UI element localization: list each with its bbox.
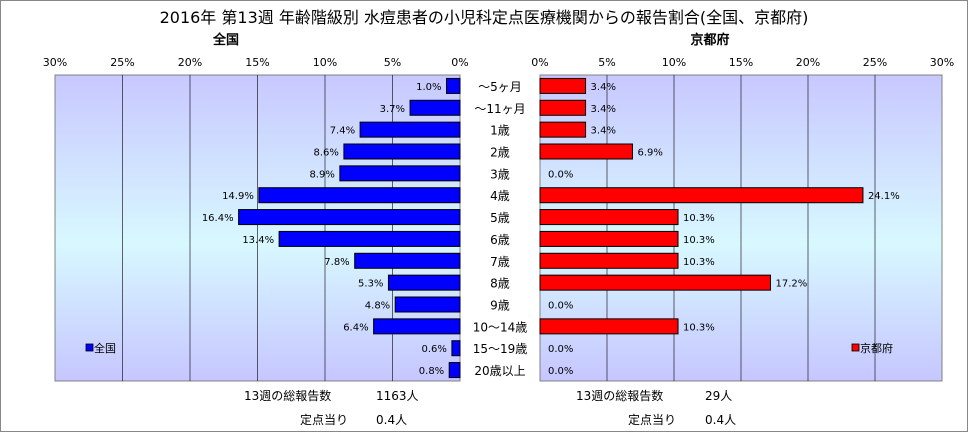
right-tick-label: 20% — [796, 56, 820, 69]
right-per-label: 定点当り — [628, 413, 677, 427]
left-value-label: 8.9% — [309, 169, 334, 180]
left-bar — [387, 274, 461, 291]
left-value-label: 1.0% — [416, 82, 441, 93]
right-value-label: 3.4% — [591, 126, 616, 137]
category-label: ～11ヶ月 — [474, 102, 525, 116]
left-bar — [394, 296, 461, 313]
right-bar — [539, 77, 587, 94]
left-tick-label: 0% — [451, 56, 468, 69]
category-label: 6歳 — [490, 233, 510, 247]
left-value-label: 8.6% — [313, 148, 338, 159]
category-label: 2歳 — [490, 146, 510, 160]
right-tick-label: 25% — [863, 56, 887, 69]
left-bar — [278, 230, 461, 247]
right-bar — [539, 230, 679, 247]
right-value-label: 0.0% — [548, 366, 573, 377]
left-subtitle: 全国 — [212, 32, 239, 48]
right-tick-label: 0% — [531, 56, 548, 69]
left-per-value: 0.4人 — [376, 413, 408, 427]
left-value-label: 0.6% — [421, 344, 446, 355]
left-bar — [409, 99, 461, 116]
right-per-value: 0.4人 — [705, 413, 737, 427]
left-total-label: 13週の総報告数 — [244, 389, 332, 403]
left-value-label: 7.8% — [324, 257, 349, 268]
right-bar — [539, 209, 679, 226]
right-subtitle: 京都府 — [690, 32, 729, 48]
left-value-label: 4.8% — [365, 301, 390, 312]
right-value-label: 10.3% — [683, 322, 715, 333]
left-tick-label: 5% — [384, 56, 401, 69]
left-value-label: 14.9% — [222, 191, 254, 202]
left-bar — [354, 252, 461, 269]
category-label: 9歳 — [490, 299, 510, 313]
right-tick-label: 5% — [598, 56, 615, 69]
right-bar — [539, 318, 679, 335]
left-value-label: 13.4% — [242, 235, 274, 246]
left-tick-label: 10% — [313, 56, 337, 69]
right-total-value: 29人 — [705, 389, 733, 403]
left-total-value: 1163人 — [376, 389, 419, 403]
left-legend-swatch — [85, 343, 94, 352]
right-bar — [539, 187, 864, 204]
right-value-label: 10.3% — [683, 257, 715, 268]
left-value-label: 6.4% — [343, 322, 368, 333]
category-label: 7歳 — [490, 255, 510, 269]
right-value-label: 3.4% — [591, 82, 616, 93]
left-bar — [373, 318, 461, 335]
category-label: 4歳 — [490, 189, 510, 203]
right-value-label: 0.0% — [548, 344, 573, 355]
right-value-label: 6.9% — [637, 148, 662, 159]
left-legend-label: 全国 — [94, 341, 116, 355]
left-bar — [238, 209, 461, 226]
left-value-label: 5.3% — [358, 279, 383, 290]
left-bar — [343, 143, 461, 160]
category-label: 10～14歳 — [473, 320, 528, 334]
category-label: 20歳以上 — [474, 364, 525, 378]
left-bar — [359, 121, 461, 138]
right-tick-label: 15% — [729, 56, 753, 69]
right-bar — [539, 252, 679, 269]
right-legend-swatch — [851, 343, 860, 352]
right-value-label: 0.0% — [548, 169, 573, 180]
left-bar — [339, 165, 461, 182]
left-bar — [448, 362, 461, 379]
category-label: 15～19歳 — [473, 342, 528, 356]
left-tick-label: 30% — [43, 56, 67, 69]
left-bar — [258, 187, 461, 204]
right-value-label: 24.1% — [868, 191, 900, 202]
right-legend-label: 京都府 — [860, 341, 893, 355]
left-value-label: 0.8% — [419, 366, 444, 377]
right-value-label: 10.3% — [683, 213, 715, 224]
left-tick-label: 20% — [178, 56, 202, 69]
right-bar — [539, 274, 771, 291]
chart-title: 2016年 第13週 年齢階級別 水痘患者の小児科定点医療機関からの報告割合(全… — [159, 8, 809, 27]
right-total-label: 13週の総報告数 — [576, 389, 664, 403]
left-tick-label: 25% — [110, 56, 134, 69]
left-per-label: 定点当り — [300, 413, 349, 427]
left-value-label: 7.4% — [330, 126, 355, 137]
left-tick-label: 15% — [245, 56, 269, 69]
category-label: 5歳 — [490, 211, 510, 225]
left-bar — [446, 77, 461, 94]
category-label: 8歳 — [490, 277, 510, 291]
right-tick-label: 30% — [930, 56, 954, 69]
left-value-label: 16.4% — [202, 213, 234, 224]
left-value-label: 3.7% — [380, 104, 405, 115]
right-value-label: 0.0% — [548, 301, 573, 312]
category-label: 3歳 — [490, 167, 510, 181]
category-label: ～5ヶ月 — [478, 80, 522, 94]
left-bar — [451, 340, 461, 357]
right-bar — [539, 143, 633, 160]
right-bar — [539, 121, 587, 138]
category-label: 1歳 — [490, 124, 510, 138]
right-tick-label: 10% — [662, 56, 686, 69]
right-value-label: 3.4% — [591, 104, 616, 115]
right-bar — [539, 99, 587, 116]
right-value-label: 17.2% — [775, 279, 807, 290]
right-value-label: 10.3% — [683, 235, 715, 246]
